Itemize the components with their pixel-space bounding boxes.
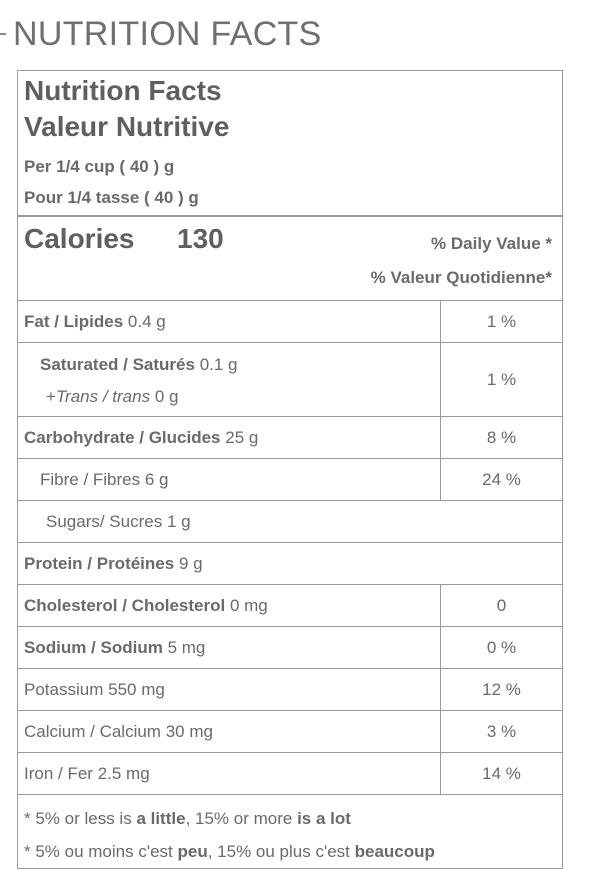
nutrient-name: Trans / trans — [55, 387, 151, 406]
nutrient-amount: 30 mg — [165, 722, 213, 741]
daily-value-cell: 1 % — [486, 311, 517, 331]
nutrition-facts-label: Nutrition Facts Valeur Nutritive Per 1/4… — [17, 70, 563, 869]
footnote-text: , 15% ou plus c'est — [207, 842, 355, 861]
nutrient-amount: 6 g — [144, 470, 169, 489]
nutrient-line: Cholesterol / Cholesterol 0 mg — [24, 596, 268, 616]
nutrient-line-trans: +Trans / trans 0 g — [46, 387, 178, 407]
nutrient-line: Fibre / Fibres 6 g — [40, 470, 169, 490]
footnote-text: * 5% ou moins c'est — [24, 842, 178, 861]
nutrient-row-protein: Protein / Protéines 9 g — [18, 543, 562, 585]
nutrient-name: Sodium / Sodium — [24, 638, 163, 657]
heading-dash — [0, 33, 6, 35]
footnote-text: , 15% or more — [185, 809, 298, 828]
nutrient-name-cell: Sodium / Sodium 5 mg — [18, 627, 441, 668]
footnote-emphasis: peu — [177, 842, 208, 861]
nutrient-amount: 5 mg — [167, 638, 206, 657]
page-heading-text: NUTRITION FACTS — [13, 14, 322, 53]
footnote-text: * 5% or less is — [24, 809, 137, 828]
nutrient-name-cell: Carbohydrate / Glucides 25 g — [18, 417, 441, 458]
nutrient-amount: 25 g — [225, 428, 259, 447]
calories-label: Calories — [24, 223, 135, 254]
nutrient-name-cell: Fat / Lipides 0.4 g — [18, 301, 441, 342]
footnote-emphasis: is a lot — [297, 809, 351, 828]
nutrient-line-saturated: Saturated / Saturés 0.1 g — [40, 355, 238, 375]
nutrient-name-cell: Iron / Fer 2.5 mg — [18, 753, 441, 794]
nutrient-name: Sugars/ Sucres — [46, 512, 163, 531]
nutrient-line: Iron / Fer 2.5 mg — [24, 764, 150, 784]
nutrient-row-sodium: Sodium / Sodium 5 mg 0 % — [18, 627, 562, 669]
nutrient-amount: 0 g — [154, 387, 179, 406]
nutrient-amount: 0.4 g — [127, 312, 166, 331]
nutrient-row-potassium: Potassium 550 mg 12 % — [18, 669, 562, 711]
nutrient-amount: 1 g — [166, 512, 191, 531]
nutrient-row-sugars: Sugars/ Sucres 1 g — [18, 501, 562, 543]
nutrient-name-cell: Cholesterol / Cholesterol 0 mg — [18, 585, 441, 626]
footnote-emphasis: beaucoup — [354, 842, 435, 861]
nutrient-name: Iron / Fer — [24, 764, 93, 783]
footnote-french: * 5% ou moins c'est peu, 15% ou plus c'e… — [24, 842, 435, 862]
nutrient-row-fibre: Fibre / Fibres 6 g 24 % — [18, 459, 562, 501]
nutrient-name: Fat / Lipides — [24, 312, 124, 331]
nutrient-line: Carbohydrate / Glucides 25 g — [24, 428, 258, 448]
nutrient-row-iron: Iron / Fer 2.5 mg 14 % — [18, 753, 562, 795]
nutrient-name: Potassium — [24, 680, 104, 699]
nutrient-row-cholesterol: Cholesterol / Cholesterol 0 mg 0 — [18, 585, 562, 627]
daily-value-cell: 8 % — [486, 427, 517, 447]
nutrient-line: Sodium / Sodium 5 mg — [24, 638, 205, 658]
serving-size-english: Per 1/4 cup ( 40 ) g — [24, 157, 175, 176]
label-header: Nutrition Facts Valeur Nutritive Per 1/4… — [18, 71, 562, 217]
daily-value-cell: 12 % — [482, 679, 521, 699]
calories-value: 130 — [177, 223, 224, 254]
title-english: Nutrition Facts — [24, 75, 222, 106]
calories-block: Calories 130 % Daily Value * % Valeur Qu… — [18, 217, 562, 301]
nutrient-line: Fat / Lipides 0.4 g — [24, 312, 166, 332]
nutrient-row-calcium: Calcium / Calcium 30 mg 3 % — [18, 711, 562, 753]
nutrient-name: Saturated / Saturés — [40, 355, 195, 374]
serving-size-french: Pour 1/4 tasse ( 40 ) g — [24, 188, 199, 207]
nutrient-name: Calcium / Calcium — [24, 722, 161, 741]
daily-value-cell: 24 % — [482, 469, 521, 489]
daily-value-cell: 1 % — [486, 369, 517, 389]
nutrient-row-fat: Fat / Lipides 0.4 g 1 % — [18, 301, 562, 343]
trans-prefix: + — [46, 387, 56, 406]
nutrient-name: Protein / Protéines — [24, 554, 175, 573]
nutrient-name: Fibre / Fibres — [40, 470, 141, 489]
nutrient-amount: 9 g — [178, 554, 203, 573]
nutrient-name-cell: Potassium 550 mg — [18, 669, 441, 710]
daily-value-cell: 3 % — [486, 721, 517, 741]
nutrient-line: Calcium / Calcium 30 mg — [24, 722, 213, 742]
footnote-english: * 5% or less is a little, 15% or more is… — [24, 809, 351, 829]
nutrient-name-cell: Fibre / Fibres 6 g — [18, 459, 441, 500]
daily-value-heading-english: % Daily Value * — [431, 234, 552, 253]
nutrient-name-cell: Calcium / Calcium 30 mg — [18, 711, 441, 752]
nutrient-line: Protein / Protéines 9 g — [24, 554, 203, 574]
nutrient-name: Carbohydrate / Glucides — [24, 428, 221, 447]
daily-value-cell: 0 — [496, 595, 507, 615]
nutrient-amount: 550 mg — [108, 680, 165, 699]
daily-value-heading-french: % Valeur Quotidienne* — [370, 268, 552, 287]
footnote-emphasis: a little — [136, 809, 186, 828]
page-heading: NUTRITION FACTS — [0, 12, 322, 56]
nutrient-row-saturated-trans: Saturated / Saturés 0.1 g +Trans / trans… — [18, 343, 562, 417]
nutrient-amount: 0.1 g — [199, 355, 238, 374]
nutrient-name-cell: Saturated / Saturés 0.1 g +Trans / trans… — [18, 343, 441, 416]
nutrient-amount: 0 mg — [229, 596, 268, 615]
nutrient-name: Cholesterol / Cholesterol — [24, 596, 226, 615]
nutrient-amount: 2.5 mg — [97, 764, 150, 783]
nutrient-row-carbohydrate: Carbohydrate / Glucides 25 g 8 % — [18, 417, 562, 459]
nutrient-line: Sugars/ Sucres 1 g — [46, 512, 191, 532]
daily-value-cell: 14 % — [482, 763, 521, 783]
title-french: Valeur Nutritive — [24, 111, 230, 142]
daily-value-cell: 0 % — [486, 637, 517, 657]
nutrient-line: Potassium 550 mg — [24, 680, 165, 700]
